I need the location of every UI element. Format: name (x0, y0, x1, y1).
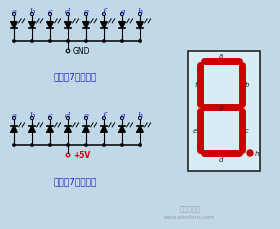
Circle shape (31, 41, 33, 43)
Polygon shape (29, 23, 35, 29)
Text: +5V: +5V (73, 151, 90, 160)
Circle shape (85, 41, 87, 43)
Text: e: e (83, 8, 88, 16)
Circle shape (49, 41, 51, 43)
Polygon shape (119, 126, 125, 133)
Text: a: a (11, 8, 17, 16)
Circle shape (139, 41, 141, 43)
Circle shape (13, 41, 15, 43)
Polygon shape (29, 126, 35, 133)
Circle shape (67, 41, 69, 43)
Text: c: c (48, 112, 52, 120)
Text: h: h (137, 112, 143, 120)
Text: e: e (83, 112, 88, 120)
Circle shape (31, 144, 33, 147)
Text: c: c (48, 8, 52, 16)
Circle shape (85, 144, 87, 147)
Polygon shape (137, 23, 143, 29)
Polygon shape (101, 23, 107, 29)
Circle shape (13, 144, 15, 147)
Polygon shape (47, 23, 53, 29)
Circle shape (49, 144, 51, 147)
Text: 电子发烧友: 电子发烧友 (179, 204, 201, 211)
Text: f: f (195, 82, 197, 88)
Text: g: g (219, 105, 223, 111)
Polygon shape (101, 126, 107, 133)
Polygon shape (83, 126, 89, 133)
Polygon shape (47, 126, 53, 133)
Circle shape (103, 41, 105, 43)
Text: d: d (219, 156, 223, 162)
Text: e: e (193, 128, 197, 134)
Polygon shape (83, 23, 89, 29)
Circle shape (139, 144, 141, 147)
Text: b: b (245, 82, 249, 88)
Text: b: b (29, 8, 35, 16)
Polygon shape (11, 23, 17, 29)
Text: 共阴极7段数码管: 共阴极7段数码管 (53, 72, 97, 81)
Text: g: g (119, 112, 125, 120)
Circle shape (121, 41, 123, 43)
Circle shape (247, 150, 253, 156)
Text: g: g (119, 8, 125, 16)
Text: c: c (245, 128, 249, 134)
Circle shape (121, 144, 123, 147)
Text: h: h (255, 150, 260, 156)
Polygon shape (11, 126, 17, 133)
Polygon shape (65, 23, 71, 29)
Text: a: a (219, 53, 223, 59)
Text: www.elecfans.com: www.elecfans.com (164, 214, 216, 219)
Polygon shape (65, 126, 71, 133)
Text: h: h (137, 8, 143, 16)
Text: d: d (65, 8, 71, 16)
Text: d: d (65, 112, 71, 120)
Text: 共阳极7段数码管: 共阳极7段数码管 (53, 176, 97, 185)
Text: GND: GND (73, 47, 90, 56)
Polygon shape (137, 126, 143, 133)
Polygon shape (119, 23, 125, 29)
Text: a: a (11, 112, 17, 120)
Text: b: b (29, 112, 35, 120)
Circle shape (67, 144, 69, 147)
Bar (188, 52, 260, 171)
Circle shape (103, 144, 105, 147)
Text: f: f (102, 112, 106, 120)
Text: f: f (102, 8, 106, 16)
